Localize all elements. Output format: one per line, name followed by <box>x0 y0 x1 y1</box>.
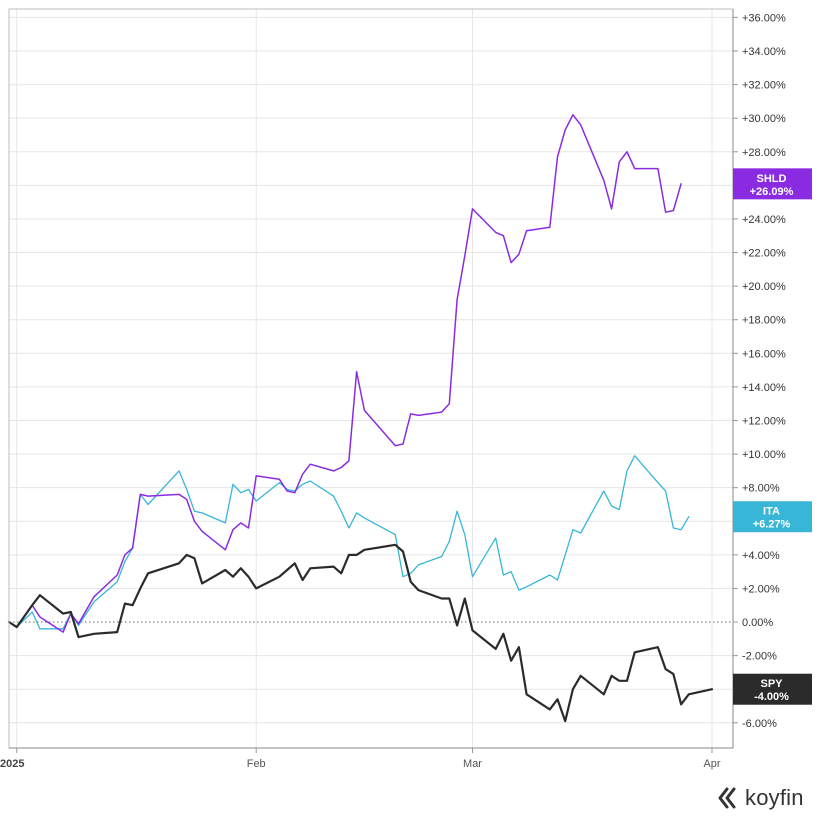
legend-tag-bg <box>733 673 812 705</box>
legend-tag-spy: SPY-4.00% <box>733 673 812 705</box>
y-tick-label: -6.00% <box>742 718 777 730</box>
koyfin-logo-text: koyfin <box>745 785 804 810</box>
legend-tag-name: SHLD <box>757 173 787 185</box>
series-line-ita <box>8 455 690 630</box>
y-tick-label: +22.00% <box>742 248 786 260</box>
y-tick-label: +4.00% <box>742 550 780 562</box>
legend-tag-name: ITA <box>763 506 780 518</box>
legend-tag-shld: SHLD+26.09% <box>733 168 812 200</box>
y-tick-label: +30.00% <box>742 113 786 125</box>
y-tick-label: +16.00% <box>742 348 786 360</box>
y-axis: +36.00%+34.00%+32.00%+30.00%+28.00%+26.0… <box>733 12 786 730</box>
y-tick-label: +32.00% <box>742 80 786 92</box>
y-tick-label: +12.00% <box>742 415 786 427</box>
koyfin-logo: koyfin <box>718 785 804 811</box>
legend-tag-name: SPY <box>760 678 783 690</box>
legend-tags: SHLD+26.09% ITA+6.27% SPY-4.00% <box>733 168 812 705</box>
x-tick-label: Feb <box>247 758 266 770</box>
series-line-spy <box>7 543 714 723</box>
y-tick-label: +2.00% <box>742 583 780 595</box>
x-tick-label: Apr <box>703 758 720 770</box>
x-tick-label: 2025 <box>0 758 24 770</box>
y-tick-label: 0.00% <box>742 617 773 629</box>
y-tick-label: +28.00% <box>742 147 786 159</box>
x-tick-label: Mar <box>463 758 482 770</box>
series-line-shld <box>8 114 682 633</box>
koyfin-logo-icon <box>718 787 736 809</box>
y-tick-label: +14.00% <box>742 382 786 394</box>
legend-tag-ita: ITA+6.27% <box>733 501 812 533</box>
legend-tag-bg <box>733 168 812 200</box>
y-tick-label: +36.00% <box>742 12 786 24</box>
y-tick-label: +10.00% <box>742 449 786 461</box>
series-lines <box>7 114 714 723</box>
y-tick-label: +24.00% <box>742 214 786 226</box>
x-axis: 2025 Feb Mar Apr <box>0 748 721 770</box>
y-tick-label: +18.00% <box>742 315 786 327</box>
legend-tag-value: +6.27% <box>753 519 791 531</box>
y-tick-label: +34.00% <box>742 46 786 58</box>
legend-tag-bg <box>733 501 812 533</box>
y-tick-label: +20.00% <box>742 281 786 293</box>
plot-frame <box>8 8 734 749</box>
legend-tag-value: -4.00% <box>754 691 789 703</box>
grid <box>9 9 733 748</box>
legend-tag-value: +26.09% <box>750 186 794 198</box>
y-tick-label: -2.00% <box>742 651 777 663</box>
y-tick-label: +8.00% <box>742 483 780 495</box>
plot-border <box>8 8 734 749</box>
